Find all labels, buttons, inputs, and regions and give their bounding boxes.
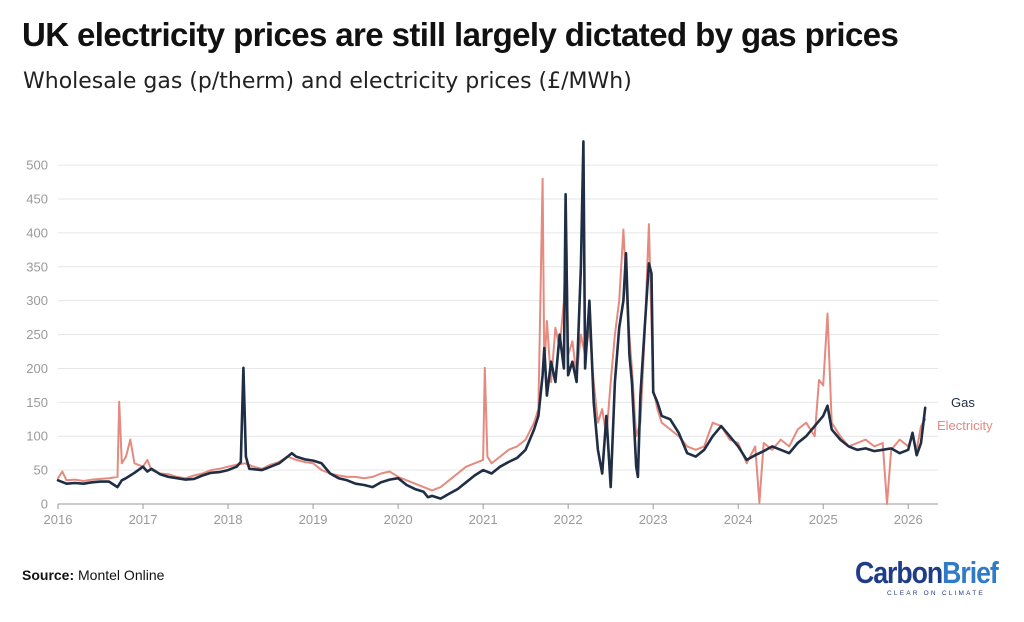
- x-tick-label-2026: 2026: [894, 512, 923, 527]
- series-line-electricity: [57, 177, 927, 505]
- series-label-electricity: Electricity: [937, 418, 993, 433]
- source-label: Source:: [22, 567, 75, 583]
- logo-tagline: CLEAR ON CLIMATE: [887, 590, 985, 597]
- carbon-brief-logo[interactable]: CarbonBrief CLEAR ON CLIMATE: [855, 556, 1005, 602]
- y-tick-label-500: 500: [26, 158, 48, 173]
- x-tick-label-2019: 2019: [299, 512, 328, 527]
- y-tick-label-200: 200: [26, 361, 48, 376]
- chart-title: UK electricity prices are still largely …: [22, 16, 899, 53]
- x-tick-label-2020: 2020: [384, 512, 413, 527]
- source-text: Montel Online: [78, 567, 165, 583]
- y-tick-label-50: 50: [34, 463, 48, 478]
- x-tick-label-2018: 2018: [214, 512, 243, 527]
- x-tick-label-2023: 2023: [639, 512, 668, 527]
- logo-part1: Carbon: [855, 555, 943, 590]
- x-tick-label-2017: 2017: [129, 512, 158, 527]
- y-tick-label-450: 450: [26, 192, 48, 207]
- x-tick-label-2021: 2021: [469, 512, 498, 527]
- y-tick-label-350: 350: [26, 259, 48, 274]
- x-tick-label-2025: 2025: [809, 512, 838, 527]
- series-label-gas: Gas: [951, 395, 975, 410]
- chart-subtitle: Wholesale gas (p/therm) and electricity …: [23, 69, 632, 94]
- y-tick-label-100: 100: [26, 429, 48, 444]
- logo-wordmark: CarbonBrief: [855, 555, 999, 590]
- y-tick-label-0: 0: [41, 497, 48, 512]
- series-line-gas: [56, 140, 927, 500]
- x-tick-label-2022: 2022: [554, 512, 583, 527]
- y-tick-label-150: 150: [26, 395, 48, 410]
- source-note: Source: Montel Online: [22, 567, 164, 583]
- x-tick-label-2024: 2024: [724, 512, 753, 527]
- y-tick-label-300: 300: [26, 293, 48, 308]
- y-tick-label-250: 250: [26, 327, 48, 342]
- logo-part2: Brief: [942, 555, 999, 590]
- y-tick-label-400: 400: [26, 225, 48, 240]
- x-tick-label-2016: 2016: [44, 512, 73, 527]
